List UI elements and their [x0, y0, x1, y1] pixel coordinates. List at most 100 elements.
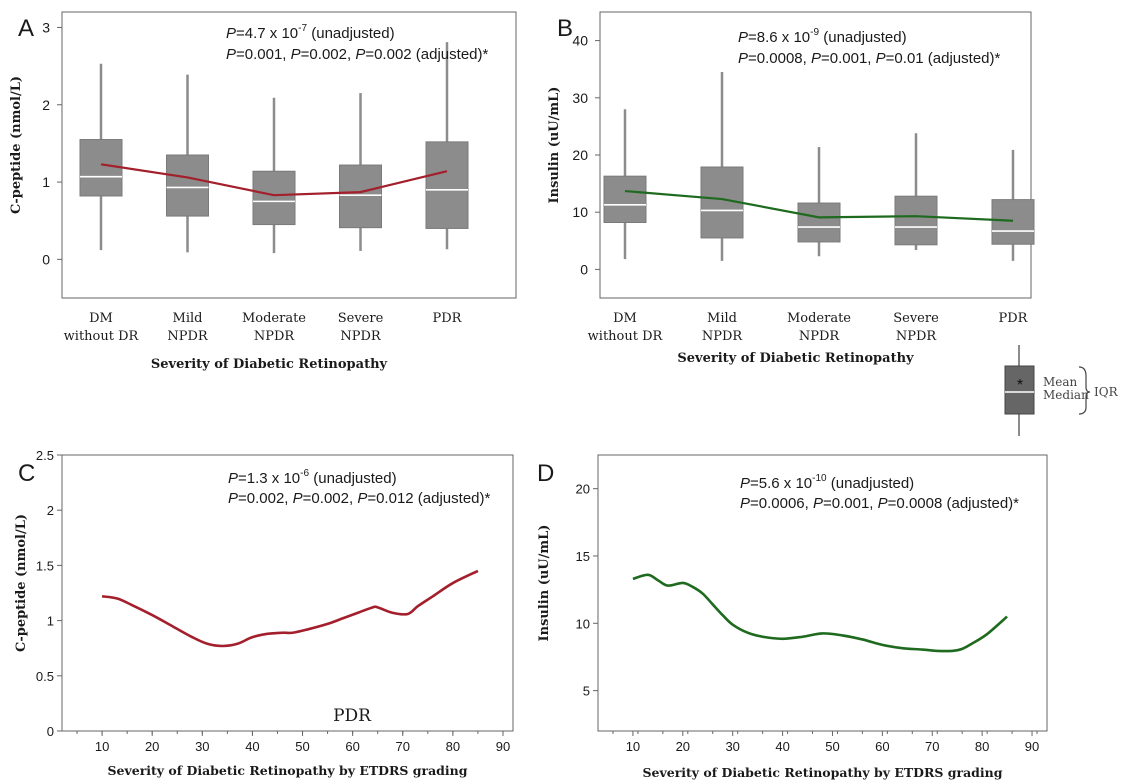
x-category-label: NPDR	[340, 329, 382, 344]
p-value: =4.7 x 10	[236, 25, 298, 42]
p-adjusted: P=0.0008, P=0.001, P=0.01 (adjusted)*	[738, 50, 1000, 67]
x-category-label: NPDR	[254, 329, 296, 344]
x-tick-label: 40	[775, 739, 789, 754]
p-symbol: P	[876, 50, 886, 67]
plot-frame	[61, 11, 517, 299]
x-category-label: without DR	[588, 329, 664, 344]
p-symbol: P	[357, 490, 367, 507]
legend-iqr-label: IQR	[1094, 385, 1119, 399]
p-note: (unadjusted)	[819, 29, 907, 46]
p-value: =0.0008 (adjusted)*	[888, 495, 1020, 512]
x-tick-label: 90	[496, 739, 510, 754]
p-symbol: P	[355, 46, 365, 63]
panel-d: D 10 20 30 40 50 60 70 80 90 5 10 15 20 Severity of Di…	[537, 454, 1048, 780]
y-tick-label: 0	[580, 261, 588, 277]
p-adjusted: P=0.002, P=0.002, P=0.012 (adjusted)*	[228, 490, 490, 507]
iqr-box	[603, 175, 647, 223]
p-symbol: P	[813, 495, 823, 512]
x-category-label: PDR	[999, 311, 1029, 326]
p-value: =0.0008,	[748, 50, 811, 67]
x-category-label: DM	[89, 311, 113, 326]
p-value: =0.012 (adjusted)*	[367, 490, 490, 507]
p-symbol: P	[738, 50, 748, 67]
p-symbol: P	[228, 490, 238, 507]
x-axis-title: Severity of Diabetic Retinopathy	[151, 357, 388, 372]
x-category-label: Severe	[338, 311, 384, 326]
x-tick-label: 30	[725, 739, 739, 754]
x-tick-label: 10	[95, 739, 109, 754]
legend-mean-symbol: *	[1017, 377, 1023, 394]
p-value: =0.01 (adjusted)*	[886, 50, 1001, 67]
x-tick-label: 60	[345, 739, 359, 754]
y-tick-label: 0	[47, 724, 54, 739]
p-value: =0.002,	[238, 490, 293, 507]
x-axis-title: Severity of Diabetic Retinopathy by ETDR…	[108, 763, 468, 778]
y-tick-label: 20	[572, 147, 588, 163]
plot-frame	[597, 454, 1048, 732]
y-axis-title: C-peptide (nmol/L)	[14, 514, 29, 652]
p-exponent: -6	[300, 468, 309, 479]
p-symbol: P	[878, 495, 888, 512]
p-note: (unadjusted)	[307, 25, 395, 42]
p-value: =8.6 x 10	[748, 29, 810, 46]
y-tick-label: 15	[576, 549, 590, 564]
p-value: =5.6 x 10	[750, 475, 812, 492]
p-symbol: P	[293, 490, 303, 507]
y-tick-label: 5	[583, 684, 590, 699]
x-category-label: NPDR	[799, 329, 841, 344]
x-tick-label: 10	[626, 739, 640, 754]
x-tick-label: 70	[396, 739, 410, 754]
x-tick-label: 60	[875, 739, 889, 754]
legend-mean-label: Mean	[1043, 375, 1078, 389]
panel-c: C 10 20 30 40 50 60 70 80 90 0 0.5 1 1.5 2 2.5 PDR Severi…	[14, 448, 514, 778]
p-value: =0.002 (adjusted)*	[365, 46, 488, 63]
x-category-label: Moderate	[787, 311, 851, 326]
x-tick-label: 40	[245, 739, 259, 754]
p-note: (unadjusted)	[309, 470, 397, 487]
y-tick-label: 0	[42, 251, 50, 267]
p-value: =0.001,	[821, 50, 876, 67]
plot-frame	[61, 454, 514, 732]
x-category-label: Mild	[707, 311, 737, 326]
iqr-box	[894, 195, 938, 246]
legend-brace	[1078, 366, 1091, 415]
iqr-box	[339, 164, 382, 229]
iqr-box	[425, 141, 469, 229]
p-symbol: P	[228, 470, 238, 487]
p-value: =0.002,	[303, 490, 358, 507]
p-unadjusted: P=8.6 x 10-9 (unadjusted)	[738, 27, 907, 46]
p-symbol: P	[740, 475, 750, 492]
y-tick-label: 40	[572, 33, 588, 49]
x-category-label: PDR	[433, 311, 463, 326]
curve-annotation: PDR	[333, 706, 372, 726]
x-category-label: Mild	[173, 311, 203, 326]
panel-letter: D	[537, 460, 554, 487]
p-value: =0.001,	[823, 495, 878, 512]
y-axis-title: Insulin (uU/mL)	[537, 525, 552, 642]
p-note: (unadjusted)	[827, 475, 915, 492]
legend-median-label: Median	[1043, 388, 1089, 402]
y-tick-label: 1	[42, 174, 50, 190]
legend-box	[1004, 365, 1035, 415]
y-axis-title: Insulin (uU/mL)	[547, 87, 562, 204]
trend-curve	[101, 569, 479, 648]
x-tick-label: 70	[925, 739, 939, 754]
trend-curve	[632, 573, 1008, 653]
y-tick-label: 10	[576, 616, 590, 631]
p-unadjusted: P=4.7 x 10-7 (unadjusted)	[226, 23, 395, 42]
p-unadjusted: P=5.6 x 10-10 (unadjusted)	[740, 473, 914, 492]
x-category-label: without DR	[64, 329, 140, 344]
p-symbol: P	[226, 46, 236, 63]
y-tick-label: 2	[42, 97, 50, 113]
x-category-label: NPDR	[702, 329, 744, 344]
x-tick-label: 80	[975, 739, 989, 754]
y-tick-label: 20	[576, 482, 590, 497]
panel-letter: C	[18, 460, 35, 487]
p-value: =0.002,	[301, 46, 356, 63]
x-tick-label: 50	[295, 739, 309, 754]
y-tick-label: 1	[47, 614, 54, 629]
y-tick-label: 2	[47, 503, 54, 518]
mean-trend-line	[624, 189, 1014, 222]
